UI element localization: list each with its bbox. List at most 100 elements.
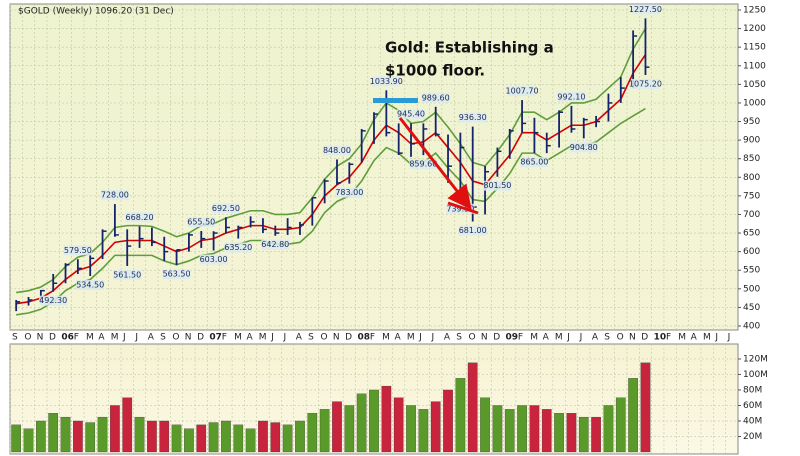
x-tick-label: F — [518, 333, 523, 343]
point-label: 492.30 — [39, 296, 67, 305]
volume-bar — [36, 420, 46, 453]
volume-bar — [319, 409, 330, 453]
label-box — [125, 212, 154, 223]
x-tick-label: O — [24, 333, 31, 343]
y-tick-label: 400 — [743, 322, 760, 332]
volume-bar — [282, 424, 293, 453]
volume-bar — [504, 409, 515, 453]
label-box — [520, 157, 549, 168]
volume-bar — [23, 428, 34, 453]
x-tick-label: S — [456, 333, 462, 343]
label-box — [458, 225, 487, 236]
volume-bar — [566, 413, 577, 453]
x-tick-label: N — [333, 333, 340, 343]
volume-bar — [73, 420, 83, 453]
x-tick-label: F — [666, 333, 671, 343]
volume-bar — [381, 385, 392, 453]
x-tick-label: 08 — [357, 333, 370, 343]
x-tick-label: D — [345, 333, 352, 343]
volume-bar — [11, 424, 22, 453]
volume-bar — [159, 420, 170, 453]
y-tick-label: 700 — [743, 210, 760, 220]
x-tick-label: S — [160, 333, 166, 343]
chart-title: $GOLD (Weekly) 1096.20 (31 Dec) — [18, 7, 174, 17]
volume-bar — [196, 424, 207, 453]
point-label: 579.50 — [64, 246, 92, 255]
point-label: 603.00 — [200, 255, 228, 264]
volume-bar — [85, 422, 96, 453]
label-box — [508, 86, 537, 97]
point-label: 728.00 — [101, 191, 129, 200]
volume-bar — [221, 420, 231, 453]
x-tick-label: 10 — [654, 333, 667, 343]
x-tick-label: D — [641, 333, 648, 343]
y-tick-label: 100M — [743, 370, 768, 380]
point-label: 1075.20 — [629, 79, 662, 88]
y-tick-label: 500 — [743, 284, 760, 294]
x-tick-label: M — [703, 333, 711, 343]
volume-bar — [615, 397, 626, 453]
y-tick-label: 750 — [743, 191, 760, 201]
label-box — [631, 78, 660, 89]
y-tick-label: 120M — [743, 354, 768, 364]
point-label: 1007.70 — [506, 87, 539, 96]
x-tick-label: 06 — [61, 333, 74, 343]
label-box — [458, 112, 487, 123]
volume-bar — [554, 413, 564, 453]
price-panel — [9, 3, 739, 331]
point-label: 1033.90 — [370, 77, 403, 86]
volume-bar — [480, 397, 490, 453]
x-tick-label: A — [543, 333, 550, 343]
y-tick-label: 450 — [743, 303, 760, 313]
y-tick-label: 40M — [743, 416, 762, 426]
x-tick-label: A — [148, 333, 155, 343]
label-box — [187, 217, 216, 228]
x-tick-label: 07 — [209, 333, 222, 343]
x-tick-label: J — [714, 333, 718, 343]
x-tick-label: O — [172, 333, 179, 343]
x-tick-label: A — [444, 333, 451, 343]
x-tick-label: M — [259, 333, 267, 343]
label-box — [557, 91, 586, 102]
label-box — [261, 239, 290, 250]
x-tick-label: A — [592, 333, 599, 343]
volume-bar — [97, 416, 108, 453]
x-tick-label: M — [86, 333, 94, 343]
x-tick-label: 09 — [506, 333, 519, 343]
label-box — [483, 180, 512, 191]
x-tick-label: F — [222, 333, 227, 343]
annotation: $1000 floor. — [385, 62, 485, 80]
label-box — [631, 4, 660, 15]
overlay-line — [16, 107, 646, 316]
y-tick-label: 1100 — [743, 61, 766, 71]
point-label: 655.50 — [187, 218, 215, 227]
point-label: 801.50 — [483, 181, 511, 190]
volume-bar — [208, 422, 219, 453]
volume-bar — [467, 362, 478, 453]
x-tick-label: F — [74, 333, 79, 343]
volume-bar — [110, 405, 120, 453]
label-box — [63, 245, 92, 256]
x-tick-label: M — [407, 333, 415, 343]
point-label: 989.60 — [422, 93, 450, 102]
x-tick-label: M — [530, 333, 538, 343]
volume-bar — [393, 397, 404, 453]
label-box — [372, 76, 401, 87]
y-tick-label: 60M — [743, 401, 762, 411]
point-label: 642.80 — [261, 240, 289, 249]
x-tick-label: O — [320, 333, 327, 343]
volume-bar — [245, 428, 256, 453]
point-label: 563.50 — [163, 270, 191, 279]
volume-bar — [603, 405, 614, 453]
label-box — [211, 203, 240, 214]
point-label: 945.40 — [397, 110, 425, 119]
x-tick-label: A — [296, 333, 303, 343]
volume-bar — [430, 401, 441, 453]
label-box — [113, 269, 142, 280]
volume-bar — [517, 405, 527, 453]
volume-bar — [295, 420, 305, 453]
volume-bar — [171, 424, 182, 453]
arrow — [447, 201, 479, 215]
x-tick-label: J — [566, 333, 570, 343]
